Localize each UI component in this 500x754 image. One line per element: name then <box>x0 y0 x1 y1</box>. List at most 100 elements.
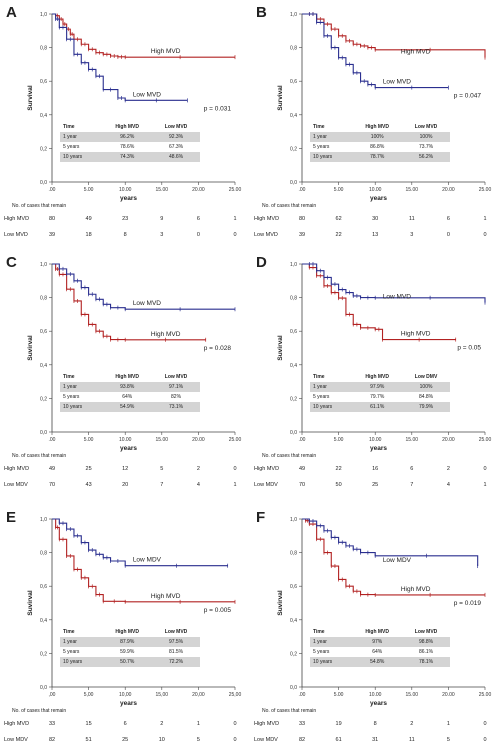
table-cell: 5 years <box>63 144 80 150</box>
panel-label: B <box>256 4 267 21</box>
table-cell: 74.3% <box>102 152 153 162</box>
remain-title: No. of cases that remain <box>262 203 317 209</box>
table-cell: 5 years <box>313 394 330 400</box>
table-row: 1 year 100% 100% <box>310 132 450 142</box>
table-row: 5 years 59.9% 81.5% <box>60 647 200 657</box>
remain-count: 82 <box>48 737 56 743</box>
x-tick-label: 25.00 <box>479 692 492 698</box>
table-cell: 98.8% <box>402 637 450 647</box>
table-cell: 97.9% <box>352 382 403 392</box>
remain-row-label: Low MDV <box>254 482 278 488</box>
table-cell: 5 years <box>63 394 80 400</box>
table-row: 5 years 78.6% 67.3% <box>60 142 200 152</box>
remain-title: No. of cases that remain <box>12 453 67 459</box>
x-tick-label: 5.00 <box>334 437 344 443</box>
table-cell: 64% <box>372 649 383 655</box>
remain-count: 0 <box>196 232 200 238</box>
panel-label: E <box>6 509 17 526</box>
y-axis-label: Survival <box>277 85 284 110</box>
legend-low-label: Low MVD <box>383 294 411 301</box>
legend-low-label: Low MDV <box>383 557 412 564</box>
remain-row-label: High MVD <box>4 216 30 222</box>
remain-count: 18 <box>85 232 92 238</box>
y-tick-label: 0,8 <box>290 296 297 302</box>
y-tick-label: 0,4 <box>40 618 47 624</box>
table-cell: 97% <box>352 637 403 647</box>
table-row: 5 years 64% 86.1% <box>310 647 450 657</box>
x-tick-label: 5.00 <box>84 437 94 443</box>
km-plot: 0,0 0,2 0,4 0,6 0,8 1,0 .00 5.00 10.00 15.00 20.00… <box>27 12 241 202</box>
table-cell: 10 years <box>310 657 353 667</box>
y-tick-label: 0,0 <box>40 430 47 436</box>
table-cell: 84.8% <box>418 394 434 400</box>
remain-count: 5 <box>446 737 450 743</box>
y-tick-label: 0,6 <box>40 329 47 335</box>
remain-count: 0 <box>233 737 237 743</box>
table-row: 1 year 93.8% 97.1% <box>60 382 200 392</box>
table-header-cell: Time <box>60 122 103 132</box>
x-tick-label: 10.00 <box>119 187 132 193</box>
legend-low-label: Low MVD <box>133 300 161 307</box>
y-tick-label: 0,6 <box>290 584 297 590</box>
remain-count: 80 <box>298 216 306 222</box>
y-tick-label: 0,8 <box>40 296 47 302</box>
table-cell: 87.9% <box>102 637 153 647</box>
remain-count: 23 <box>122 216 129 222</box>
remain-count: 1 <box>233 216 237 222</box>
x-tick-label: 15.00 <box>156 437 169 443</box>
x-tick-label: 10,00 <box>119 692 132 698</box>
remain-count: 39 <box>48 232 56 238</box>
panel-label: C <box>6 254 17 271</box>
table-header-cell: High MVD <box>352 627 403 637</box>
km-plot: 0,0 0,2 0,4 0,6 0,8 1,0 .00 5.00 10.00 15.00 20.00… <box>27 262 242 452</box>
remain-count: 49 <box>48 466 56 472</box>
table-header-cell: Low MVD <box>152 627 200 637</box>
remain-count: 0 <box>483 721 487 727</box>
table-cell: 10 years <box>60 402 103 412</box>
remain-count: 20 <box>122 482 129 488</box>
y-tick-label: 0,2 <box>290 651 297 657</box>
table-cell: 73.7% <box>418 144 434 150</box>
panel-label: D <box>256 254 267 271</box>
remain-count: 11 <box>408 737 415 743</box>
y-tick-label: 1,0 <box>40 262 47 268</box>
table-cell: 10 years <box>60 152 103 162</box>
x-tick-label: 5.00 <box>334 692 344 698</box>
table-row: 1 year 96.2% 92.3% <box>60 132 200 142</box>
table-row: 5 years 79.7% 84.8% <box>310 392 450 402</box>
x-tick-label: 5.00 <box>84 187 94 193</box>
remain-title: No. of cases that remain <box>12 708 67 714</box>
table-header-cell: Time <box>310 627 353 637</box>
table-header-cell: High MVD <box>102 122 153 132</box>
table-cell: 64% <box>122 394 133 400</box>
remain-count: 0 <box>233 232 237 238</box>
remain-count: 0 <box>483 466 487 472</box>
x-tick-label: 15.00 <box>406 187 419 193</box>
remain-count: 2 <box>196 466 200 472</box>
table-cell: 50.7% <box>102 657 153 667</box>
table-cell: 100% <box>402 382 450 392</box>
table-cell: 54.8% <box>352 657 403 667</box>
remain-count: 0 <box>483 232 487 238</box>
table-cell: 97.1% <box>152 382 200 392</box>
remain-count: 61 <box>335 737 342 743</box>
y-tick-label: 0,4 <box>290 113 297 119</box>
remain-count: 1 <box>196 721 200 727</box>
x-tick-label: 25.00 <box>229 437 242 443</box>
table-cell: 54.9% <box>102 402 153 412</box>
remain-count: 0 <box>483 737 487 743</box>
x-tick-label: .00 <box>49 437 56 443</box>
y-axis-label: Suvirval <box>277 590 284 615</box>
x-tick-label: 10.00 <box>369 187 382 193</box>
legend-high-label: High MVD <box>151 593 181 600</box>
table-cell: 79.7% <box>370 394 385 400</box>
remain-count: 3 <box>410 232 414 238</box>
chart-panel-b: B 0,0 0,2 0,4 0,6 0,8 1,0 .00 5.00 10.00 15.00 20.0… <box>250 0 500 248</box>
remain-count: 6 <box>196 216 200 222</box>
table-cell: 72.2% <box>152 657 200 667</box>
table-header-cell: Time <box>310 122 353 132</box>
x-tick-label: 20.00 <box>192 187 205 193</box>
table-cell: 59.9% <box>120 649 135 655</box>
remain-row-label: Low MDV <box>4 737 28 743</box>
x-tick-label: .00 <box>49 187 56 193</box>
